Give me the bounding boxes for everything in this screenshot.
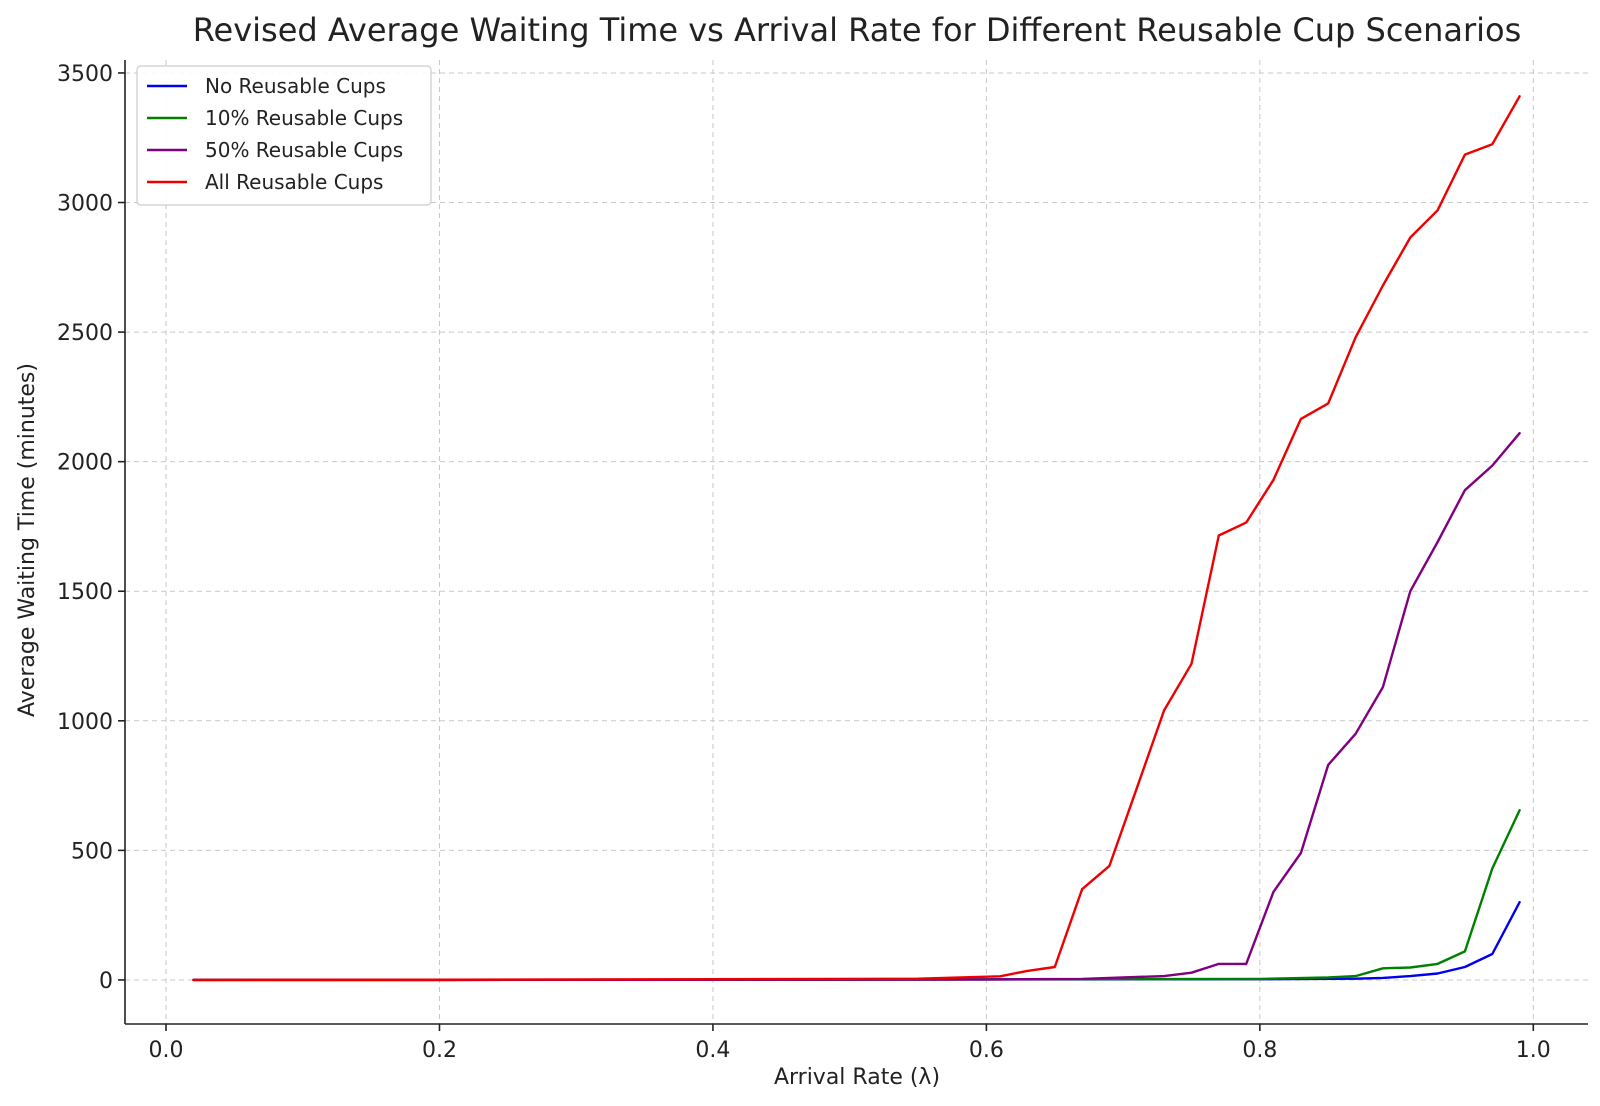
grid [125,60,1588,1024]
x-tick-label: 0.8 [1242,1038,1277,1063]
y-ticks: 0 500 1000 1500 2000 2500 3000 3500 [57,62,125,994]
x-tick-label: 0.0 [149,1038,184,1063]
y-tick-label: 0 [99,969,113,994]
series-line-50-reusable-cups [192,432,1521,982]
axes [124,60,1588,1025]
legend-box [136,65,432,206]
y-axis-title: Average Waiting Time (minutes) [15,363,40,717]
legend-item-no-reusable-cups: No Reusable Cups [147,74,386,98]
x-tick-label: 1.0 [1516,1038,1551,1063]
x-ticks: 0.0 0.2 0.4 0.6 0.8 1.0 [149,1024,1551,1063]
y-tick-label: 3500 [57,62,113,87]
y-tick-label: 1500 [57,580,113,605]
x-axis-title: Arrival Rate (λ) [774,1065,940,1090]
legend-item-all-reusable-cups: All Reusable Cups [147,170,383,194]
series-line-all-reusable-cups [192,95,1521,982]
y-tick-label: 500 [71,839,113,864]
legend-label: 50% Reusable Cups [205,138,403,162]
legend: No Reusable Cups 10% Reusable Cups 50% Reu… [136,65,432,206]
legend-label: No Reusable Cups [205,74,386,98]
y-tick-label: 1000 [57,710,113,735]
chart-title: Revised Average Waiting Time vs Arrival … [193,11,1522,49]
x-tick-label: 0.6 [969,1038,1004,1063]
y-tick-label: 2000 [57,451,113,476]
x-tick-label: 0.4 [695,1038,730,1063]
legend-item-10-reusable-cups: 10% Reusable Cups [147,106,403,130]
legend-label: 10% Reusable Cups [205,106,403,130]
legend-label: All Reusable Cups [205,170,383,194]
y-tick-label: 2500 [57,321,113,346]
legend-item-50-reusable-cups: 50% Reusable Cups [147,138,403,162]
y-tick-label: 3000 [57,192,113,217]
x-tick-label: 0.2 [422,1038,457,1063]
series-lines [192,95,1521,982]
